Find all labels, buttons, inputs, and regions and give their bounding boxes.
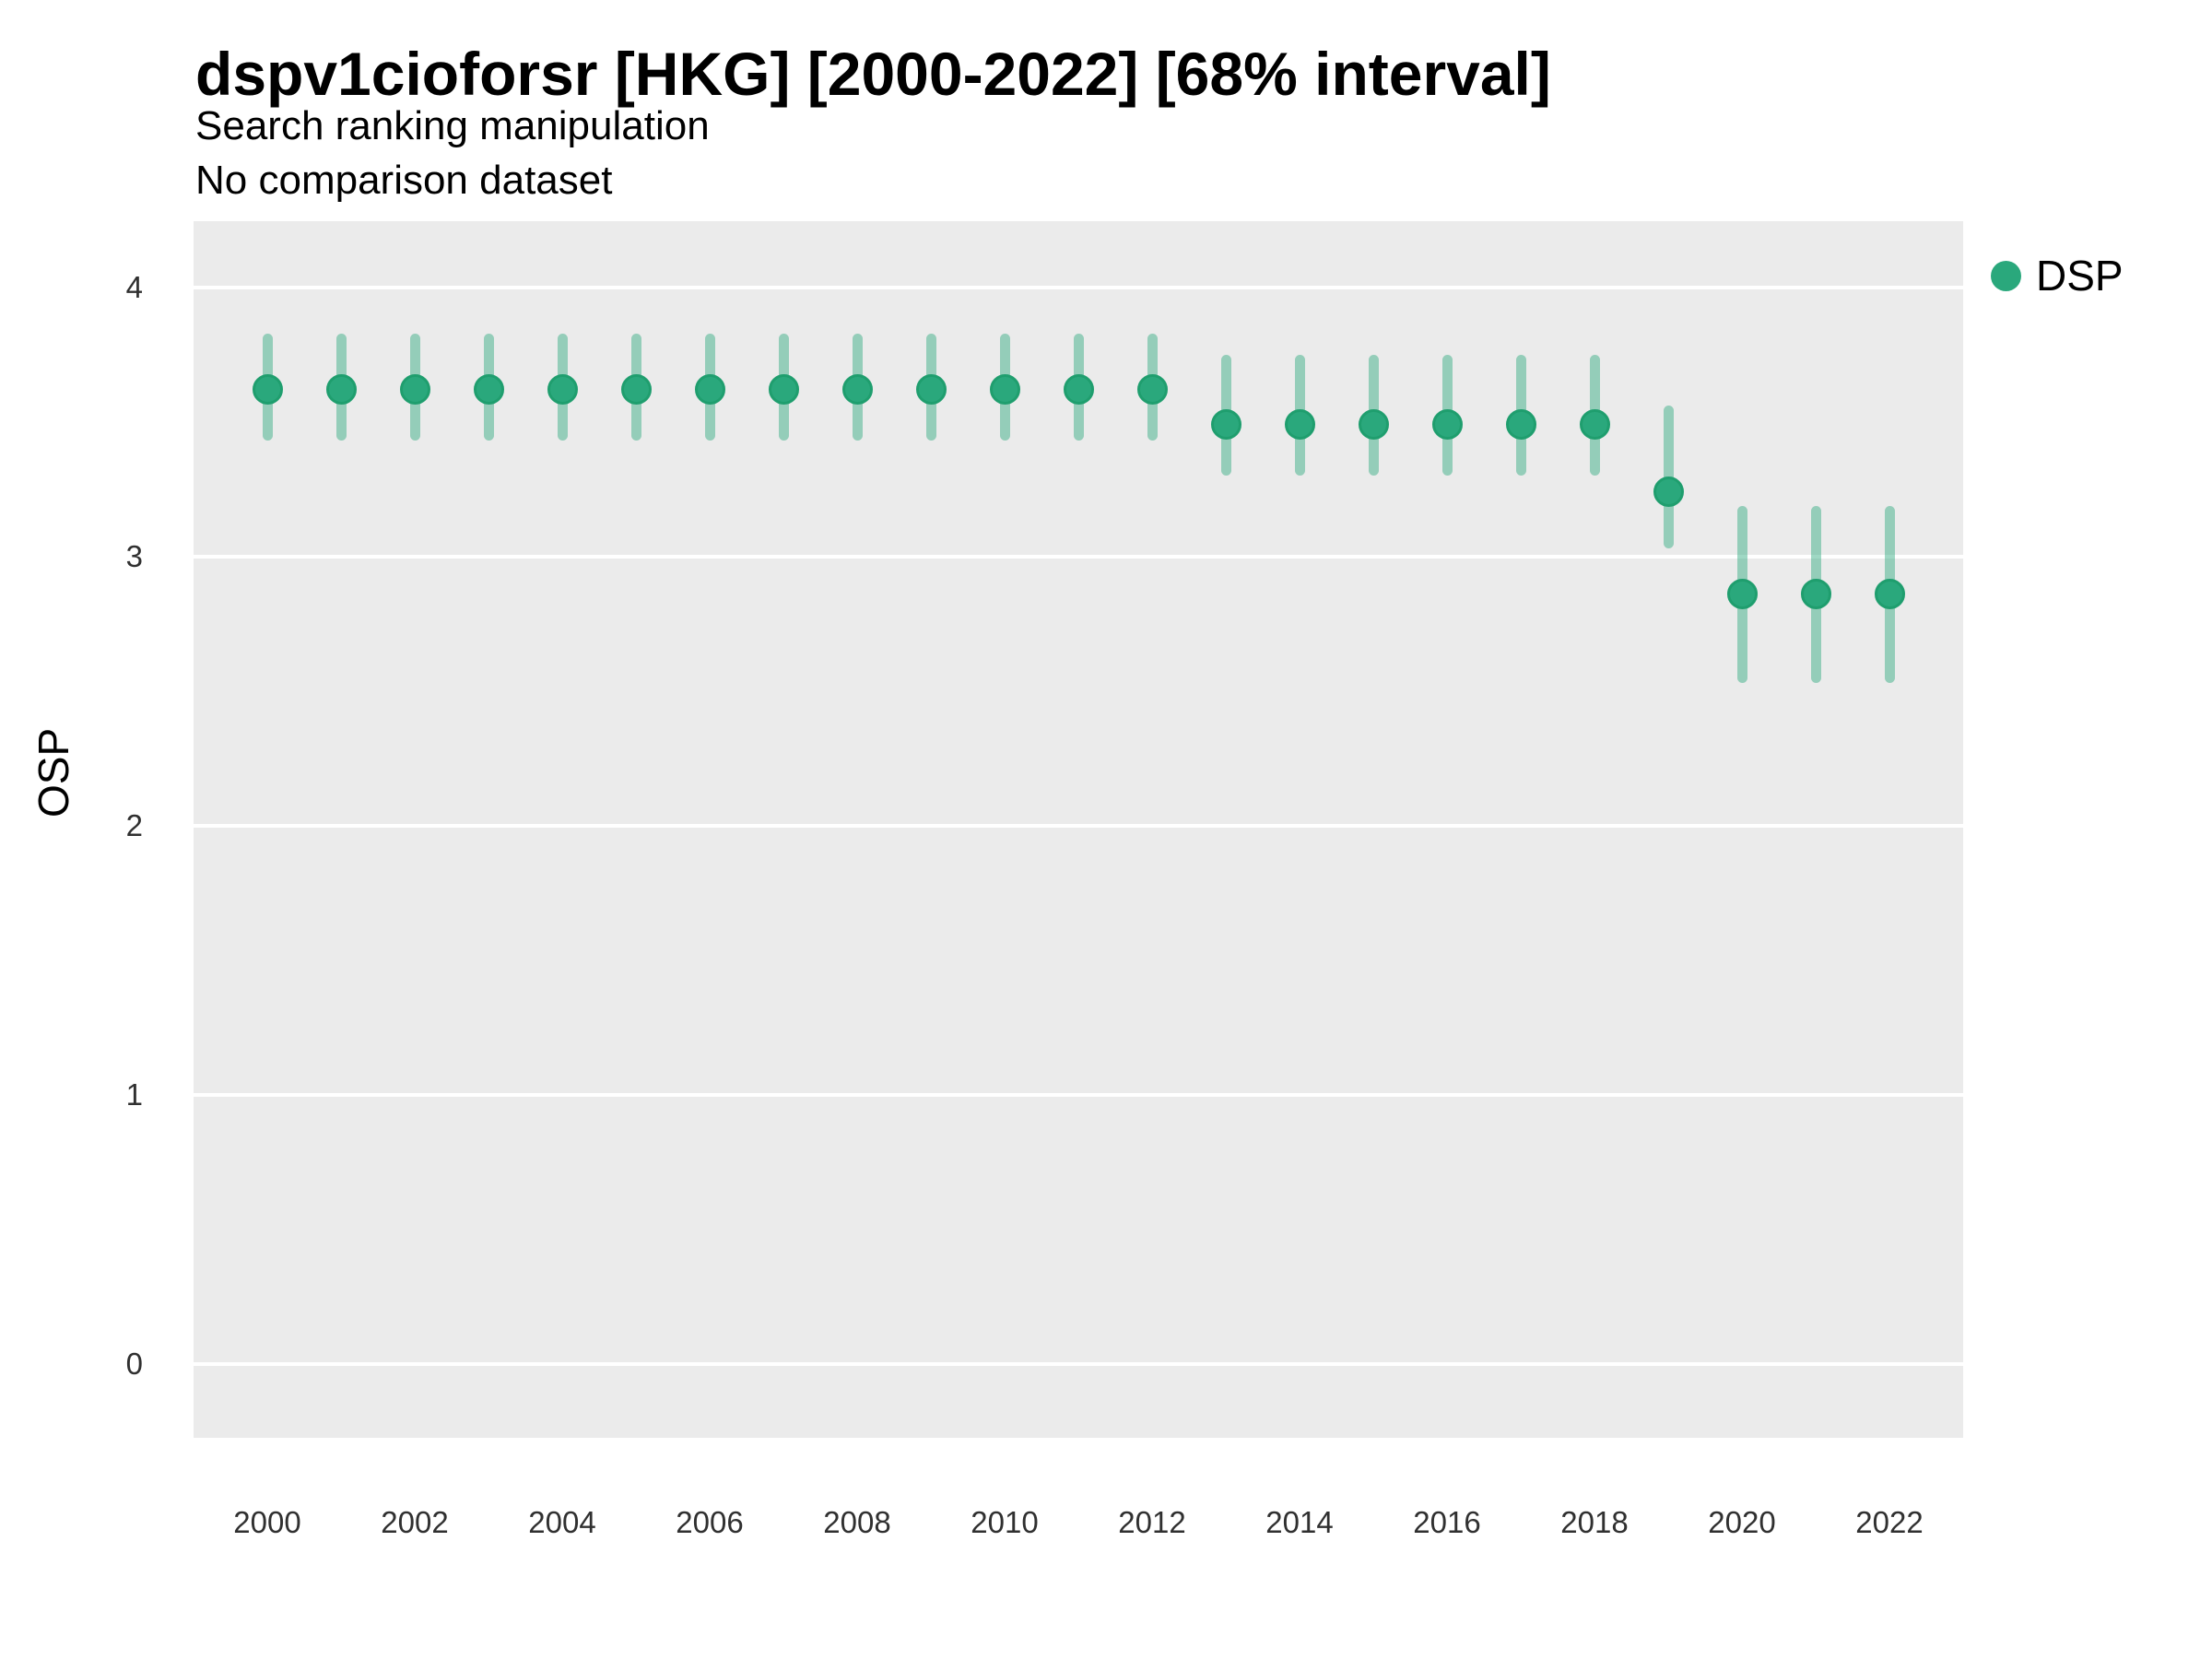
y-axis-title: OSP <box>29 727 77 818</box>
major-gridline-y0 <box>194 1362 1963 1366</box>
data-point-2017 <box>1505 409 1536 441</box>
x-tick-label-2000: 2000 <box>233 1505 301 1539</box>
data-point-2002 <box>399 374 430 406</box>
data-point-2003 <box>473 374 504 406</box>
x-tick-label-2008: 2008 <box>823 1505 891 1539</box>
data-point-2009 <box>915 374 947 406</box>
chart-subtitle-line2: No comparison dataset <box>195 158 613 203</box>
chart-subtitle-line1: Search ranking manipulation <box>195 103 710 148</box>
data-point-2013 <box>1210 409 1241 441</box>
x-tick-label-2014: 2014 <box>1265 1505 1334 1539</box>
chart-title: dspv1cioforsr [HKG] [2000-2022] [68% int… <box>195 40 1551 108</box>
data-point-2022 <box>1874 579 1905 610</box>
data-point-2018 <box>1579 409 1610 441</box>
x-tick-label-2022: 2022 <box>1855 1505 1924 1539</box>
major-gridline-y1 <box>194 1093 1963 1097</box>
x-tick-label-2012: 2012 <box>1118 1505 1186 1539</box>
y-tick-label-4: 4 <box>125 270 143 304</box>
major-gridline-y4 <box>194 286 1963 289</box>
plot-panel <box>194 221 1963 1438</box>
legend-point-icon <box>1991 260 2021 291</box>
x-tick-label-2016: 2016 <box>1413 1505 1481 1539</box>
x-tick-label-2010: 2010 <box>971 1505 1039 1539</box>
major-gridline-y2 <box>194 824 1963 828</box>
data-point-2016 <box>1431 409 1463 441</box>
data-point-2021 <box>1800 579 1831 610</box>
data-point-2006 <box>694 374 725 406</box>
data-point-2004 <box>547 374 578 406</box>
data-point-2011 <box>1063 374 1094 406</box>
data-point-2010 <box>989 374 1020 406</box>
data-point-2019 <box>1653 477 1684 508</box>
x-tick-label-2002: 2002 <box>381 1505 449 1539</box>
data-point-2008 <box>841 374 873 406</box>
legend-label: DSP <box>2036 252 2124 300</box>
data-point-2014 <box>1284 409 1315 441</box>
y-tick-label-0: 0 <box>125 1347 143 1381</box>
x-tick-label-2004: 2004 <box>528 1505 596 1539</box>
data-point-2012 <box>1136 374 1168 406</box>
x-tick-label-2020: 2020 <box>1708 1505 1776 1539</box>
data-point-2005 <box>620 374 652 406</box>
data-point-2001 <box>325 374 357 406</box>
x-tick-label-2018: 2018 <box>1560 1505 1629 1539</box>
major-gridline-y3 <box>194 555 1963 559</box>
x-tick-label-2006: 2006 <box>676 1505 744 1539</box>
legend: DSP <box>1991 251 2124 300</box>
y-tick-label-2: 2 <box>125 808 143 842</box>
y-tick-label-3: 3 <box>125 539 143 573</box>
data-point-2015 <box>1358 409 1389 441</box>
data-point-2007 <box>768 374 799 406</box>
data-point-2020 <box>1726 579 1758 610</box>
y-tick-label-1: 1 <box>125 1077 143 1112</box>
data-point-2000 <box>252 374 283 406</box>
